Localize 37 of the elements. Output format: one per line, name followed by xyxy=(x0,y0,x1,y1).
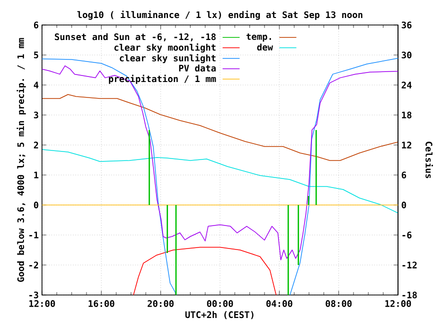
y-tick-label: 6 xyxy=(34,22,38,28)
y-axis-title: Good below 3.6, 4000 lx; 5 min precip. / 1 mm xyxy=(16,38,26,282)
y2-tick-label: 36 xyxy=(402,22,412,28)
y-tick-label: -3 xyxy=(29,292,38,298)
y-tick-label: 5 xyxy=(34,52,38,58)
x-tick-label: 12:00 xyxy=(29,300,55,307)
chart-title: log10 ( illuminance / 1 lx) ending at Sat Sep 13 noon xyxy=(77,10,362,20)
x-tick-label: 16:00 xyxy=(88,300,114,307)
legend-label: clear sky sunlight xyxy=(120,54,216,64)
y2-tick-label: -18 xyxy=(402,292,417,298)
legend-label: PV data xyxy=(179,64,216,72)
x-axis-title: UTC+2h (CEST) xyxy=(185,311,254,320)
x-tick-label: 12:00 xyxy=(385,300,411,307)
y-tick-label: -2 xyxy=(29,262,38,268)
y2-tick-label: -12 xyxy=(402,262,417,268)
x-tick-label: 08:00 xyxy=(326,300,352,307)
legend-label: clear sky moonlight xyxy=(114,43,216,53)
y2-tick-label: 12 xyxy=(402,142,412,148)
y-tick-label: 3 xyxy=(34,112,38,118)
y-tick-label: 1 xyxy=(34,172,38,178)
y-tick-label: 2 xyxy=(34,142,38,148)
x-tick-label: 00:00 xyxy=(207,300,233,307)
y-tick-label: 4 xyxy=(34,82,38,88)
legend-label: temp. xyxy=(246,33,272,42)
y2-tick-label: 0 xyxy=(402,202,406,208)
y2-tick-label: 30 xyxy=(402,52,412,58)
x-tick-label: 04:00 xyxy=(266,300,292,307)
y2-tick-label: 6 xyxy=(402,172,406,178)
y2-tick-label: 18 xyxy=(402,112,412,118)
legend-label: dew xyxy=(257,44,273,51)
y-tick-label: 0 xyxy=(34,202,38,208)
y2-tick-label: -6 xyxy=(402,232,412,238)
y2-tick-label: 24 xyxy=(402,82,412,88)
x-tick-label: 20:00 xyxy=(148,300,174,307)
legend-label: Sunset and Sun at -6, -12, -18 xyxy=(54,33,216,42)
y-tick-label: -1 xyxy=(29,232,38,238)
y2-axis-title: Celsius xyxy=(426,142,433,178)
